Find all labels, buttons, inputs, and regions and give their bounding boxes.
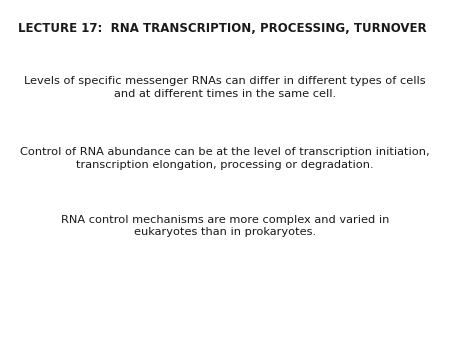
Text: Levels of specific messenger RNAs can differ in different types of cells
and at : Levels of specific messenger RNAs can di… [24, 76, 426, 99]
Text: Control of RNA abundance can be at the level of transcription initiation,
transc: Control of RNA abundance can be at the l… [20, 147, 430, 170]
Text: RNA control mechanisms are more complex and varied in
eukaryotes than in prokary: RNA control mechanisms are more complex … [61, 215, 389, 237]
Text: LECTURE 17:  RNA TRANSCRIPTION, PROCESSING, TURNOVER: LECTURE 17: RNA TRANSCRIPTION, PROCESSIN… [18, 22, 427, 35]
